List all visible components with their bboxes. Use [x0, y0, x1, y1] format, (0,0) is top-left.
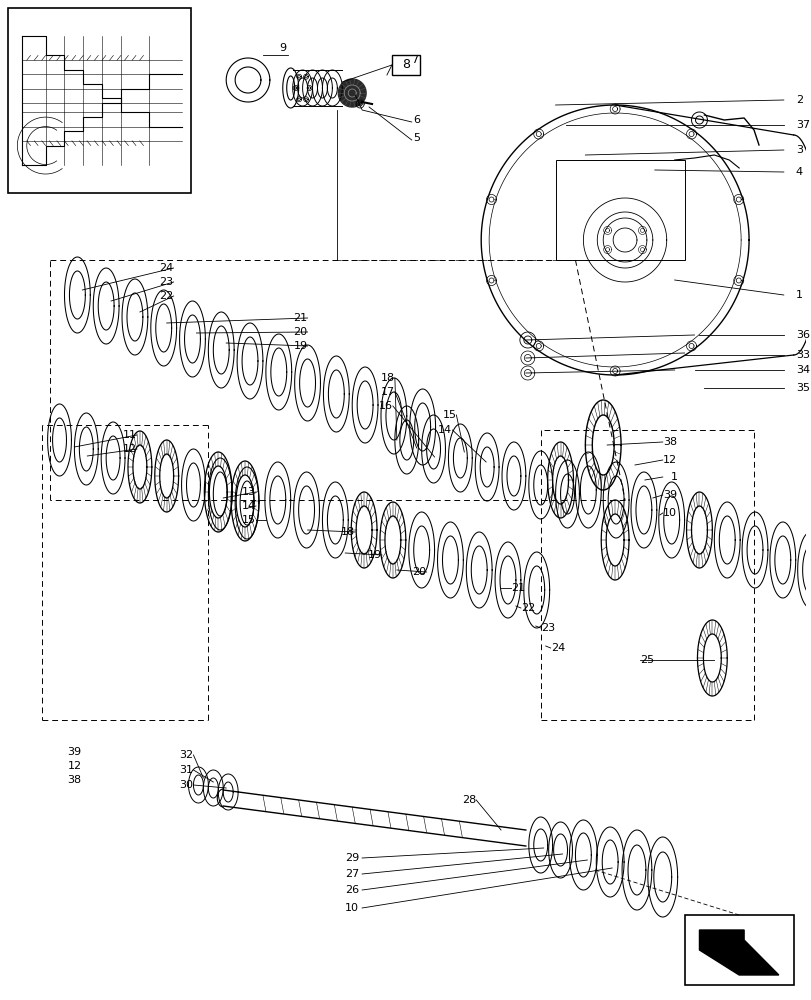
- Text: 23: 23: [159, 277, 174, 287]
- Text: 3: 3: [795, 145, 802, 155]
- Text: 15: 15: [242, 515, 255, 525]
- Text: 37: 37: [795, 120, 809, 130]
- Text: 21: 21: [293, 313, 307, 323]
- Text: 11: 11: [122, 430, 137, 440]
- Text: 15: 15: [442, 410, 456, 420]
- Text: 25: 25: [639, 655, 653, 665]
- Text: 35: 35: [795, 383, 809, 393]
- Bar: [555, 160, 684, 260]
- Text: 17: 17: [380, 387, 394, 397]
- Polygon shape: [338, 79, 366, 107]
- Bar: [392, 55, 419, 75]
- Text: 10: 10: [345, 903, 358, 913]
- Text: 34: 34: [795, 365, 809, 375]
- Text: 20: 20: [293, 327, 307, 337]
- Text: 19: 19: [293, 341, 307, 351]
- Text: 19: 19: [367, 550, 381, 560]
- Bar: [684, 915, 792, 985]
- Text: 38: 38: [67, 775, 81, 785]
- Bar: [8, 8, 191, 193]
- Text: 23: 23: [540, 623, 554, 633]
- Text: 27: 27: [345, 869, 359, 879]
- Text: 39: 39: [67, 747, 81, 757]
- Text: 12: 12: [662, 455, 676, 465]
- Text: 14: 14: [438, 425, 452, 435]
- Text: 32: 32: [179, 750, 193, 760]
- Text: 36: 36: [795, 330, 809, 340]
- Polygon shape: [698, 930, 778, 975]
- Text: 13: 13: [242, 487, 255, 497]
- Text: 8: 8: [401, 58, 410, 72]
- Text: 16: 16: [379, 401, 393, 411]
- Text: 1: 1: [795, 290, 802, 300]
- Text: 12: 12: [122, 444, 137, 454]
- Text: 4: 4: [795, 167, 802, 177]
- Text: 12: 12: [67, 761, 81, 771]
- Text: 26: 26: [345, 885, 358, 895]
- Text: 24: 24: [550, 643, 564, 653]
- Text: 38: 38: [662, 437, 676, 447]
- Text: 22: 22: [159, 291, 174, 301]
- Text: 20: 20: [412, 567, 426, 577]
- Text: 5: 5: [413, 133, 419, 143]
- Text: 21: 21: [510, 583, 525, 593]
- Text: 28: 28: [461, 795, 475, 805]
- Text: 18: 18: [341, 527, 354, 537]
- Text: 39: 39: [662, 490, 676, 500]
- Text: 18: 18: [380, 373, 394, 383]
- Text: 30: 30: [179, 780, 193, 790]
- Text: 31: 31: [179, 765, 193, 775]
- Text: 22: 22: [520, 603, 534, 613]
- Text: 33: 33: [795, 350, 809, 360]
- Text: 1: 1: [671, 472, 677, 482]
- Text: 10: 10: [662, 508, 676, 518]
- Text: 2: 2: [795, 95, 802, 105]
- Text: 6: 6: [413, 115, 419, 125]
- Text: 9: 9: [279, 43, 286, 53]
- Text: 14: 14: [242, 501, 255, 511]
- Text: 24: 24: [159, 263, 174, 273]
- Text: 7: 7: [410, 55, 418, 65]
- Text: 29: 29: [345, 853, 359, 863]
